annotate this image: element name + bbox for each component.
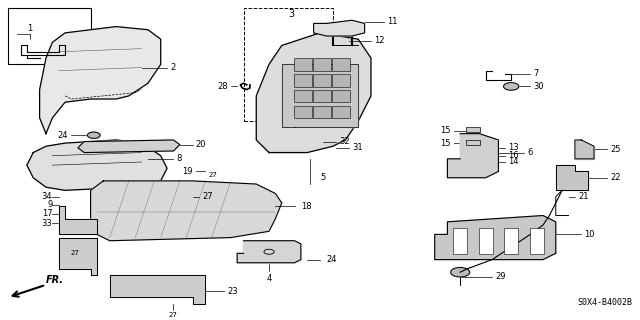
Text: 14: 14 xyxy=(508,157,518,166)
Text: 27: 27 xyxy=(169,312,178,317)
Text: 27: 27 xyxy=(209,172,218,178)
Text: 2: 2 xyxy=(170,63,175,72)
Circle shape xyxy=(504,83,519,90)
FancyBboxPatch shape xyxy=(313,74,331,87)
Text: 23: 23 xyxy=(228,287,238,296)
Text: 29: 29 xyxy=(495,272,506,282)
FancyBboxPatch shape xyxy=(294,74,312,87)
Text: S0X4-B4002B: S0X4-B4002B xyxy=(577,298,632,307)
FancyBboxPatch shape xyxy=(453,228,467,254)
Text: 4: 4 xyxy=(266,274,271,283)
Text: 3: 3 xyxy=(288,9,294,19)
FancyBboxPatch shape xyxy=(8,8,91,64)
FancyBboxPatch shape xyxy=(479,228,493,254)
Text: 17: 17 xyxy=(42,210,52,219)
Text: 12: 12 xyxy=(374,36,385,45)
Text: 6: 6 xyxy=(527,148,532,157)
FancyBboxPatch shape xyxy=(466,127,480,132)
FancyBboxPatch shape xyxy=(313,106,331,118)
Text: 8: 8 xyxy=(177,154,182,163)
Polygon shape xyxy=(91,181,282,241)
FancyBboxPatch shape xyxy=(332,90,350,102)
Text: 1: 1 xyxy=(28,24,33,33)
Text: 9: 9 xyxy=(47,200,52,209)
Polygon shape xyxy=(435,216,556,260)
Text: 22: 22 xyxy=(610,173,620,182)
Polygon shape xyxy=(237,241,301,263)
FancyBboxPatch shape xyxy=(332,58,350,71)
Text: 25: 25 xyxy=(610,145,620,154)
Polygon shape xyxy=(59,206,97,235)
Polygon shape xyxy=(78,140,180,153)
Polygon shape xyxy=(556,165,588,190)
Polygon shape xyxy=(256,33,371,153)
Text: 34: 34 xyxy=(42,192,52,201)
Text: 15: 15 xyxy=(440,126,451,135)
FancyBboxPatch shape xyxy=(504,228,518,254)
Text: 13: 13 xyxy=(508,143,518,152)
FancyBboxPatch shape xyxy=(294,90,312,102)
Polygon shape xyxy=(575,140,594,159)
FancyBboxPatch shape xyxy=(294,58,312,71)
FancyBboxPatch shape xyxy=(332,106,350,118)
Polygon shape xyxy=(27,140,167,190)
Text: 15: 15 xyxy=(440,139,451,148)
Polygon shape xyxy=(59,237,97,276)
Polygon shape xyxy=(40,27,161,134)
Polygon shape xyxy=(282,64,358,127)
Circle shape xyxy=(88,132,100,138)
Polygon shape xyxy=(314,20,365,36)
Text: 16: 16 xyxy=(508,151,518,160)
Text: 10: 10 xyxy=(584,230,595,239)
Text: 30: 30 xyxy=(534,82,544,91)
Text: 5: 5 xyxy=(320,173,325,182)
Text: 21: 21 xyxy=(578,192,589,201)
Text: 27: 27 xyxy=(70,250,79,256)
Text: 26: 26 xyxy=(291,85,302,94)
FancyBboxPatch shape xyxy=(313,58,331,71)
Text: 11: 11 xyxy=(387,17,397,26)
Text: 33: 33 xyxy=(42,219,52,228)
Text: 24: 24 xyxy=(326,255,337,264)
Text: 32: 32 xyxy=(339,137,349,146)
Text: 27: 27 xyxy=(202,192,212,201)
Polygon shape xyxy=(109,276,205,304)
Text: 28: 28 xyxy=(217,82,228,91)
Text: FR.: FR. xyxy=(46,275,64,285)
FancyBboxPatch shape xyxy=(294,106,312,118)
FancyBboxPatch shape xyxy=(530,228,543,254)
FancyBboxPatch shape xyxy=(313,90,331,102)
Circle shape xyxy=(451,268,470,277)
Text: 20: 20 xyxy=(196,140,206,149)
Text: 7: 7 xyxy=(534,69,539,78)
Polygon shape xyxy=(447,134,499,178)
Text: 19: 19 xyxy=(182,167,193,176)
FancyBboxPatch shape xyxy=(466,140,480,145)
Text: 31: 31 xyxy=(352,143,362,152)
FancyBboxPatch shape xyxy=(332,74,350,87)
Text: 18: 18 xyxy=(301,202,312,211)
Text: 24: 24 xyxy=(58,131,68,140)
